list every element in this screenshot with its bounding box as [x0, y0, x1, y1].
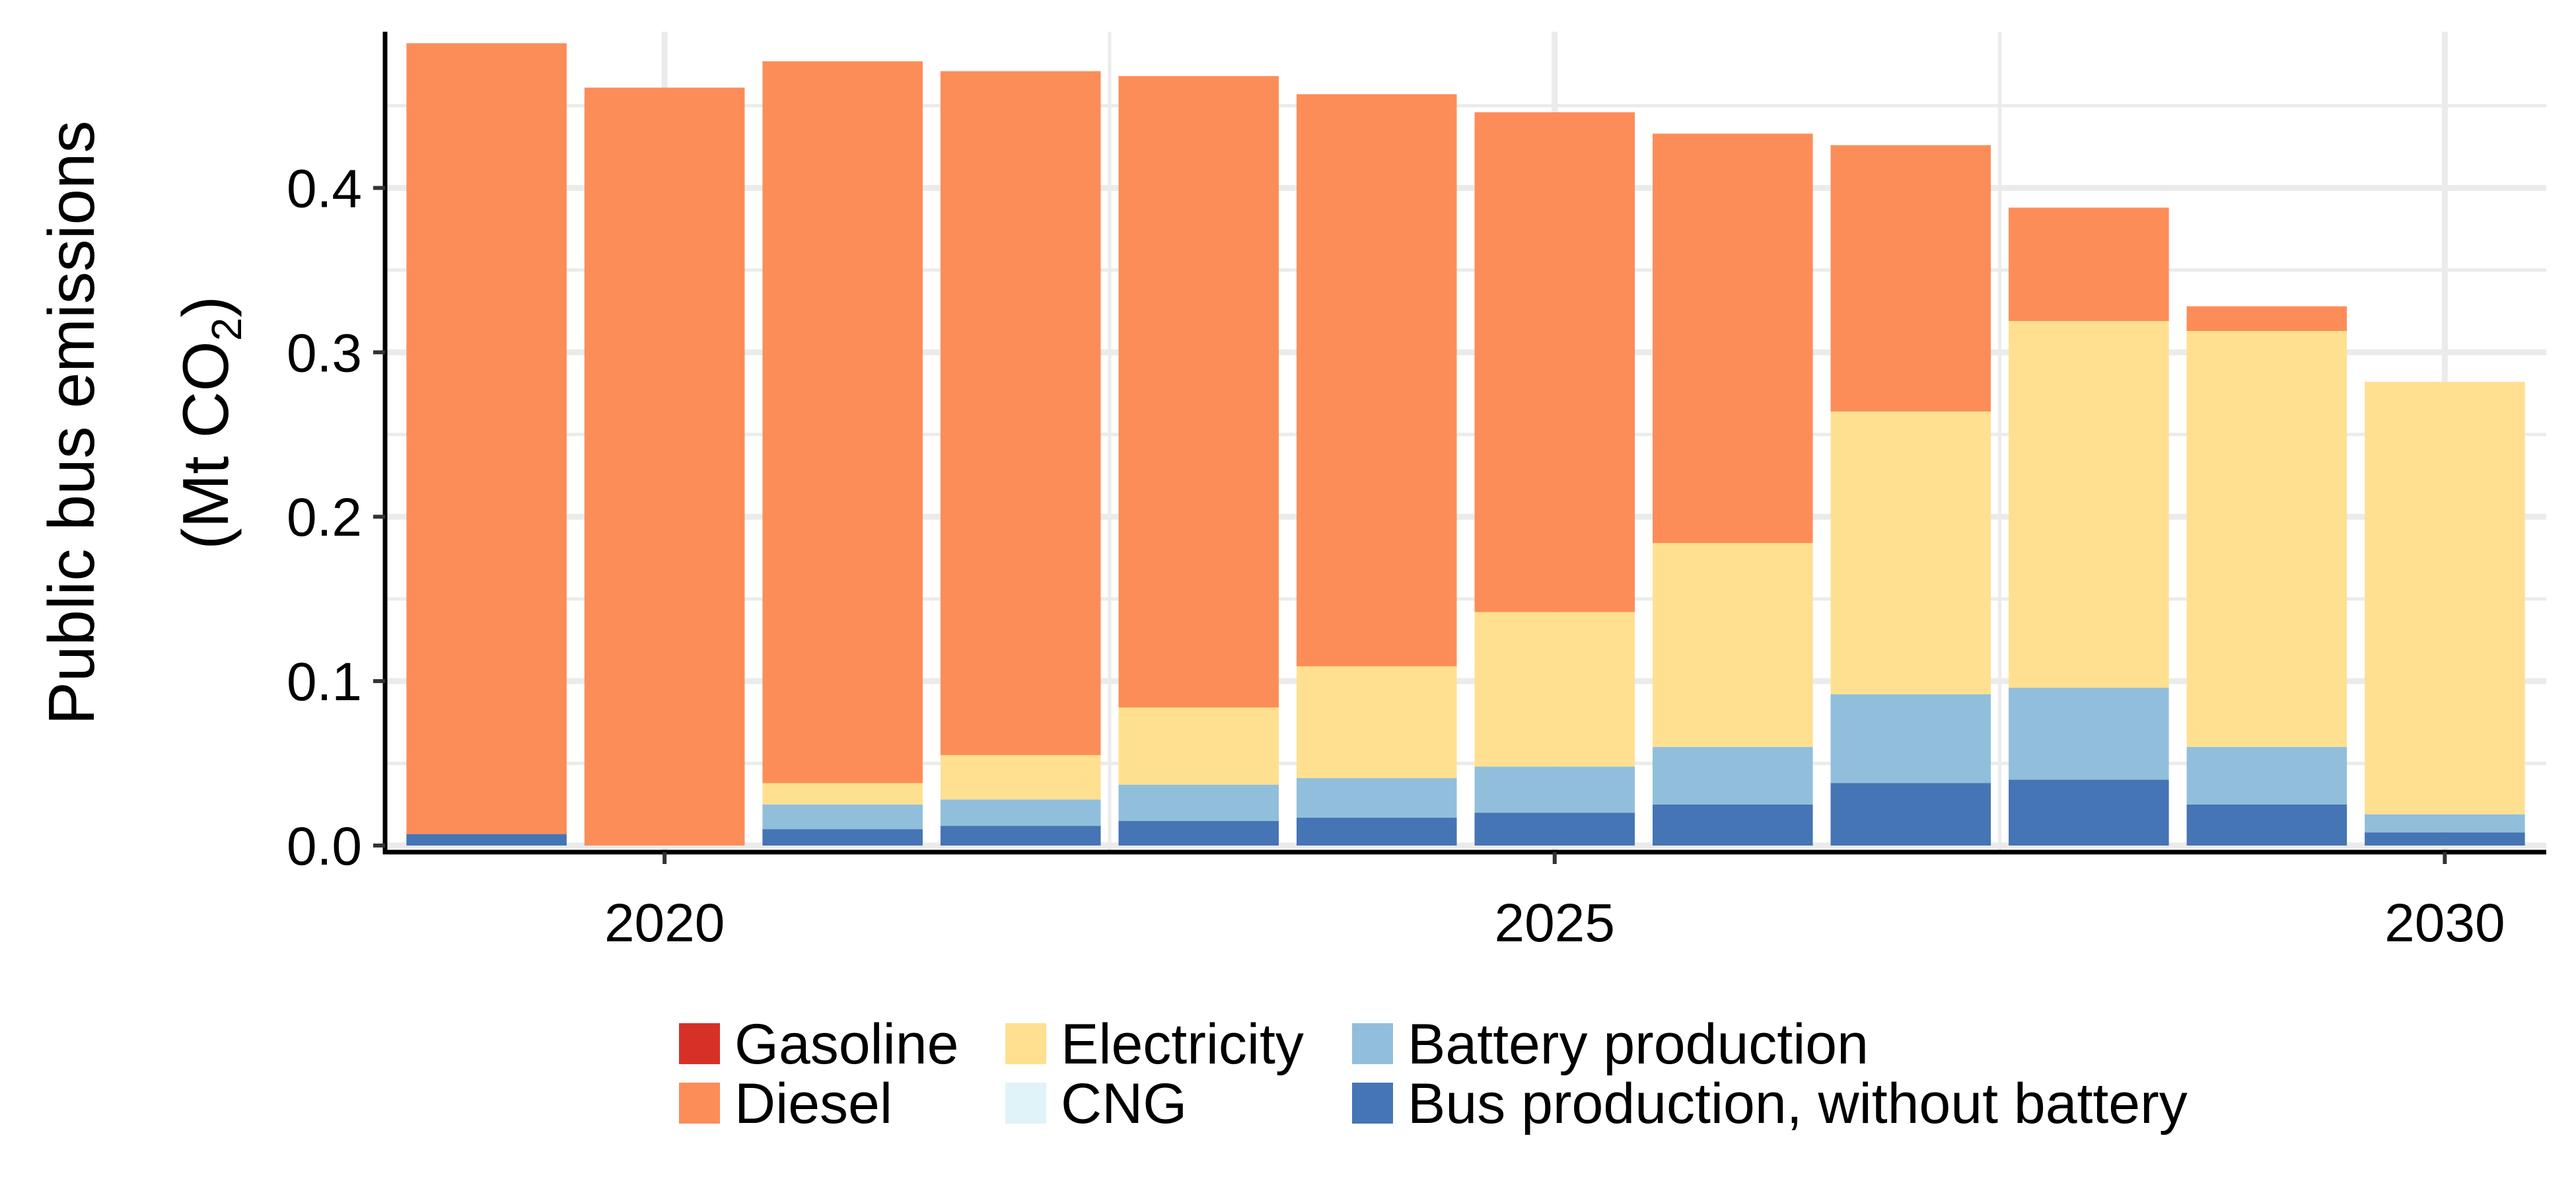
- bar-2027-bus-production-without-battery: [1830, 783, 1991, 846]
- bar-2022-electricity: [940, 755, 1101, 800]
- bar-2023-electricity: [1118, 707, 1279, 785]
- legend-key-battery-production: [1352, 1023, 1393, 1064]
- y-tick-label: 0.4: [287, 159, 362, 219]
- bar-2029-bus-production-without-battery: [2186, 804, 2347, 846]
- bar-2026-bus-production-without-battery: [1652, 804, 1813, 846]
- bar-2029-diesel: [2186, 306, 2347, 331]
- x-tick-label: 2030: [2384, 893, 2505, 953]
- bar-2030-bus-production-without-battery: [2365, 832, 2525, 846]
- bar-2023-battery-production: [1118, 784, 1279, 821]
- bar-2028-battery-production: [2009, 688, 2169, 780]
- bar-2021-bus-production-without-battery: [762, 829, 923, 846]
- legend-label-bus-production-without-battery: Bus production, without battery: [1408, 1072, 2188, 1135]
- bar-2021-battery-production: [762, 804, 923, 830]
- bar-2028-electricity: [2009, 321, 2169, 688]
- bar-2027-electricity: [1830, 411, 1991, 695]
- y-tick-label: 0.3: [287, 323, 362, 383]
- bar-2028-diesel: [2009, 207, 2169, 322]
- bar-2024-electricity: [1296, 666, 1457, 778]
- bar-2025-battery-production: [1474, 766, 1635, 813]
- y-tick-label: 0.0: [287, 816, 362, 877]
- y-axis-title-suffix: ): [169, 296, 242, 318]
- legend-label-cng: CNG: [1061, 1072, 1187, 1135]
- y-tick-label: 0.2: [287, 487, 362, 548]
- legend-label-battery-production: Battery production: [1408, 1013, 1869, 1076]
- bar-2022-diesel: [940, 71, 1101, 756]
- x-axis-ticks: 2020 2025 2030: [604, 852, 2505, 953]
- axes: [382, 32, 2546, 855]
- y-axis-title-prefix: (Mt CO: [169, 341, 242, 550]
- legend-key-diesel: [679, 1083, 720, 1124]
- bar-2024-diesel: [1296, 94, 1457, 667]
- bar-2026-battery-production: [1652, 746, 1813, 805]
- bar-2023-diesel: [1118, 76, 1279, 707]
- bar-2027-diesel: [1830, 145, 1991, 412]
- bar-2023-bus-production-without-battery: [1118, 820, 1279, 846]
- y-axis-title-line2: (Mt CO2): [169, 296, 250, 550]
- bar-2025-diesel: [1474, 112, 1635, 612]
- bar-2026-electricity: [1652, 543, 1813, 747]
- bar-2024-bus-production-without-battery: [1296, 817, 1457, 846]
- legend-key-electricity: [1005, 1023, 1046, 1064]
- x-tick-label: 2025: [1495, 893, 1615, 953]
- legend-label-gasoline: Gasoline: [734, 1013, 958, 1076]
- bar-2030-electricity: [2365, 382, 2525, 814]
- bar-2022-battery-production: [940, 799, 1101, 826]
- legend-key-cng: [1005, 1083, 1046, 1124]
- y-axis-ticks: 0.0 0.1 0.2 0.3 0.4: [287, 159, 385, 877]
- y-tick-label: 0.1: [287, 652, 362, 712]
- bar-2030-battery-production: [2365, 814, 2525, 833]
- bar-2021-electricity: [762, 783, 923, 805]
- bar-2028-bus-production-without-battery: [2009, 779, 2169, 846]
- bar-2021-diesel: [762, 61, 923, 783]
- y-axis-title-line1: Public bus emissions: [35, 120, 108, 725]
- bar-2025-bus-production-without-battery: [1474, 812, 1635, 846]
- bar-2026-diesel: [1652, 133, 1813, 544]
- legend-key-gasoline: [679, 1023, 720, 1064]
- bar-2025-electricity: [1474, 612, 1635, 767]
- bar-2029-battery-production: [2186, 746, 2347, 805]
- bars: [406, 43, 2525, 846]
- legend-label-electricity: Electricity: [1061, 1013, 1304, 1076]
- bar-2019-diesel: [406, 43, 567, 834]
- bar-2024-battery-production: [1296, 777, 1457, 818]
- bar-2027-battery-production: [1830, 694, 1991, 783]
- bar-2029-electricity: [2186, 330, 2347, 747]
- legend-key-bus-production-without-battery: [1352, 1083, 1393, 1124]
- bar-2019-bus-production-without-battery: [406, 834, 567, 846]
- bar-2022-bus-production-without-battery: [940, 826, 1101, 846]
- y-axis-title-subscript: 2: [203, 318, 250, 342]
- x-tick-label: 2020: [604, 893, 725, 953]
- bar-2020-diesel: [584, 87, 745, 846]
- legend-label-diesel: Diesel: [734, 1072, 892, 1135]
